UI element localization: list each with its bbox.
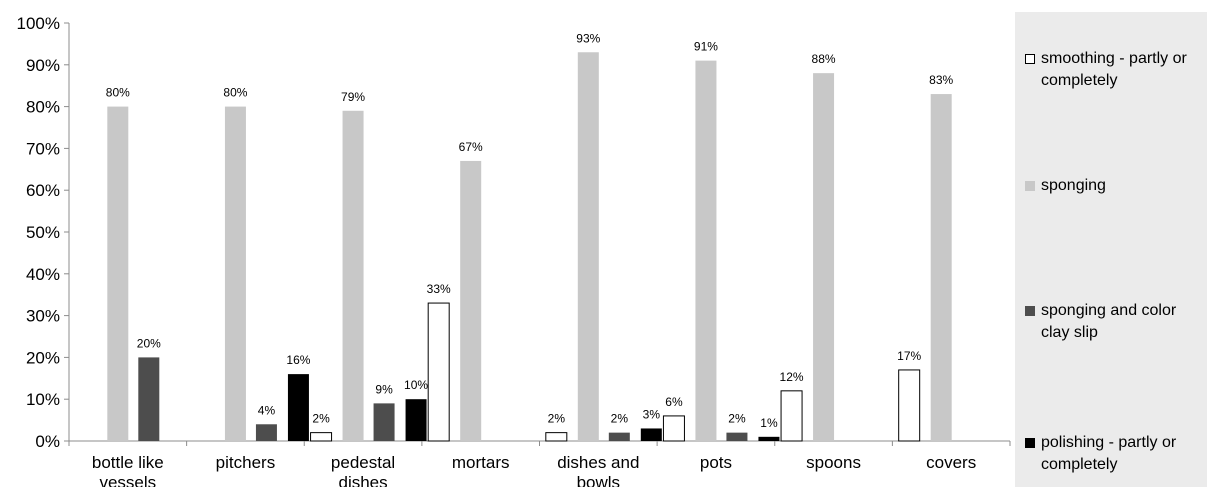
bar: [224, 106, 246, 441]
data-label: 2%: [728, 412, 746, 426]
x-category-label: bowls: [577, 473, 620, 487]
y-tick-label: 60%: [26, 181, 60, 200]
x-category-label: spoons: [806, 453, 861, 472]
bar: [780, 390, 803, 442]
bar: [758, 436, 780, 441]
x-category-label: covers: [926, 453, 976, 472]
data-label: 91%: [694, 40, 718, 54]
data-label: 2%: [611, 412, 629, 426]
bar: [310, 432, 333, 442]
bar: [577, 52, 599, 441]
data-label: 3%: [643, 407, 661, 421]
legend-label: polishing - partly or completely: [1041, 434, 1177, 473]
x-category-label: dishes: [338, 473, 387, 487]
x-category-label: dishes and: [557, 453, 639, 472]
data-label: 4%: [258, 403, 276, 417]
data-label: 80%: [106, 86, 130, 100]
legend-swatch: [1025, 306, 1035, 316]
data-label: 12%: [780, 370, 804, 384]
data-label: 79%: [341, 90, 365, 104]
bar: [930, 94, 952, 441]
legend-label: sponging: [1041, 177, 1106, 194]
data-label: 9%: [375, 382, 393, 396]
x-category-label: pedestal: [331, 453, 395, 472]
bar: [726, 432, 748, 441]
y-tick-label: 40%: [26, 265, 60, 284]
bar: [898, 369, 921, 442]
data-label: 1%: [760, 416, 778, 430]
data-label: 67%: [459, 140, 483, 154]
bar: [138, 357, 160, 441]
data-label: 10%: [404, 378, 428, 392]
data-label: 83%: [929, 73, 953, 87]
bar: [662, 415, 685, 442]
y-tick-label: 50%: [26, 223, 60, 242]
bar: [545, 432, 568, 442]
x-category-label: bottle like: [92, 453, 164, 472]
data-label: 88%: [812, 52, 836, 66]
bar: [695, 60, 717, 442]
bar: [373, 403, 395, 441]
legend-item: smoothing - partly or completely: [1025, 48, 1207, 92]
bar: [287, 374, 309, 441]
y-tick-label: 90%: [26, 56, 60, 75]
bar: [608, 432, 630, 441]
x-category-label: pitchers: [216, 453, 276, 472]
y-tick-label: 30%: [26, 307, 60, 326]
legend-item: polishing - partly or completely: [1025, 432, 1207, 476]
data-label: 20%: [137, 336, 161, 350]
data-label: 2%: [312, 412, 330, 426]
y-tick-label: 80%: [26, 98, 60, 117]
bar: [460, 160, 482, 441]
bar: [342, 110, 364, 441]
x-category-label: pots: [700, 453, 732, 472]
bar: [640, 428, 662, 441]
data-label: 2%: [548, 412, 566, 426]
bar: [427, 302, 450, 442]
data-label: 33%: [427, 282, 451, 296]
x-category-label: mortars: [452, 453, 510, 472]
data-label: 6%: [665, 395, 683, 409]
y-tick-label: 20%: [26, 348, 60, 367]
legend-swatch: [1025, 438, 1035, 448]
bar-chart: 0% 10% 20% 30% 40% 50% 60% 70% 80% 90% 100% bottle …: [17, 14, 1011, 487]
bar: [255, 424, 277, 441]
data-label: 17%: [897, 349, 921, 363]
y-tick-label: 100%: [17, 14, 60, 33]
bar: [813, 73, 835, 441]
legend-label: smoothing - partly or completely: [1041, 50, 1187, 89]
legend-label: sponging and color clay slip: [1041, 302, 1177, 341]
x-category-label: vessels: [99, 473, 156, 487]
legend-swatch: [1025, 181, 1035, 191]
data-label: 93%: [576, 31, 600, 45]
bar: [405, 399, 427, 441]
legend-item: sponging and color clay slip: [1025, 300, 1207, 344]
data-label: 16%: [286, 353, 310, 367]
bar: [107, 106, 129, 441]
y-tick-label: 0%: [35, 432, 60, 451]
legend-item: sponging: [1025, 175, 1207, 197]
data-label: 80%: [223, 86, 247, 100]
y-tick-label: 70%: [26, 139, 60, 158]
legend-swatch: [1025, 54, 1035, 64]
y-tick-label: 10%: [26, 390, 60, 409]
legend: smoothing - partly or completely sponging…: [1015, 12, 1207, 487]
